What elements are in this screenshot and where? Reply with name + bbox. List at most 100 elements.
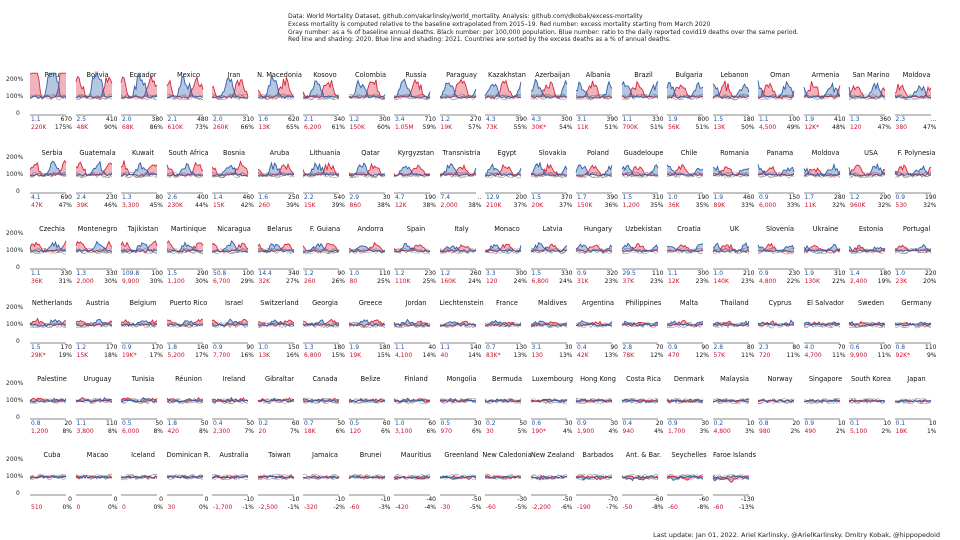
per-100k: 110 [379,270,391,277]
per-100k: 30 [382,194,391,201]
deaths-2020-line [75,161,112,176]
deaths-2020-line [575,80,613,99]
baseline-year-line [484,93,522,101]
mini-chart [302,473,340,496]
covid-ratio: 14.4 [258,270,272,277]
baseline-year-line [803,248,840,254]
excess-deaths: 30 [167,504,176,511]
baseline-year-line [120,247,158,254]
deaths-2020-line [75,240,112,253]
country-name: Argentina [581,299,615,307]
deaths-2021-line [120,475,158,479]
per-100k: 60 [382,420,391,427]
excess-deaths: 940 [622,428,634,435]
deaths-2020-line [166,474,203,479]
mini-chart [75,396,112,420]
mini-chart [621,242,658,270]
country-name: Liechtenstein [439,299,484,307]
covid-ratio: 2.8 [713,344,724,351]
country-name: Spain [406,225,426,233]
mini-chart [166,397,203,420]
excess-percent: 39% [286,202,300,209]
deaths-2021-line [575,243,613,253]
covid-ratio: 1.5 [622,194,633,201]
country-panel: Argentina 0.4 90 42K 13% [575,299,620,370]
deaths-2021-line [302,242,340,253]
per-100k: 100 [879,344,891,351]
deaths-2021-line [120,242,158,254]
y-tick-label: 100% [6,247,24,254]
excess-percent: 47% [877,124,891,131]
deaths-2021-line [439,475,476,480]
deaths-2021-line [621,80,658,99]
excess-2021-area [530,242,567,252]
excess-percent: 37% [559,202,573,209]
excess-percent: 51% [650,124,664,131]
per-100k: 190 [424,194,436,201]
excess-deaths: 700K [622,124,638,131]
country-panel: Colombia 1.2 300 150K 60% [348,71,393,142]
excess-deaths: 120 [486,278,498,285]
excess-deaths: 4,700 [804,352,822,359]
baseline-year-line [803,398,840,405]
baseline-year-line [257,397,294,405]
deaths-2021-line [575,164,613,177]
excess-2020-area [485,80,521,99]
y-tick-label: 100% [6,321,24,328]
baseline-year-line [29,322,67,329]
baseline-year-line [712,473,749,480]
per-100k: 290 [197,270,209,277]
country-name: Slovenia [765,225,795,233]
baseline-year-line [302,247,340,255]
excess-percent: 8% [153,428,163,435]
excess-percent: 4% [608,428,618,435]
covid-ratio: 0.9 [213,344,223,351]
excess-2021-area [621,321,658,327]
mini-chart [530,242,567,270]
excess-percent: 66% [240,124,254,131]
mini-chart [166,75,203,116]
mini-chart [894,397,931,420]
excess-deaths: 130 [531,352,543,359]
excess-2021-area [894,244,931,252]
country-name: Uruguay [83,375,112,383]
deaths-2020-line [894,244,931,253]
excess-percent: 51% [695,124,709,131]
country-panel: New Zealand -50 -2,200 -6% [530,451,575,522]
country-panel: Ukraine 1.9 310 130K 22% [803,225,848,296]
per-100k: 460 [242,194,254,201]
deaths-2021-line [29,240,67,253]
deaths-2021-line [166,75,203,99]
per-100k: 80 [155,194,163,201]
excess-percent: -8% [697,504,709,511]
country-panel: Poland 1.7 390 150K 36% [575,149,620,220]
deaths-2021-line [484,81,522,99]
excess-2021-area [439,83,476,98]
baseline-year-line [758,93,795,101]
baseline-year-line [257,172,294,178]
excess-percent: 38% [468,202,482,209]
excess-percent: 8% [62,428,72,435]
deaths-2021-line [75,318,112,327]
excess-percent: 33% [786,202,800,209]
per-100k: 70 [655,344,664,351]
mini-chart [575,319,613,344]
excess-deaths: 47K [31,202,43,209]
excess-deaths: 5,100 [850,428,868,435]
excess-percent: 0% [153,504,163,511]
country-panel: Canada 0.7 50 18K 6% [302,375,347,446]
per-100k: 0 [68,496,72,503]
excess-deaths: 860 [349,202,361,209]
mini-chart [803,321,840,344]
covid-ratio: 1.1 [668,270,678,277]
excess-deaths: 9,900 [122,278,140,285]
deaths-2021-line [302,475,340,479]
excess-2021-area [485,81,521,98]
baseline-year-line [211,473,249,481]
per-100k: -70 [608,496,618,503]
deaths-2021-line [621,164,658,177]
deaths-2020-line [29,159,67,177]
y-tick-label: 0 [16,264,20,271]
deaths-2021-line [848,246,886,253]
baseline-year-line [621,247,658,253]
